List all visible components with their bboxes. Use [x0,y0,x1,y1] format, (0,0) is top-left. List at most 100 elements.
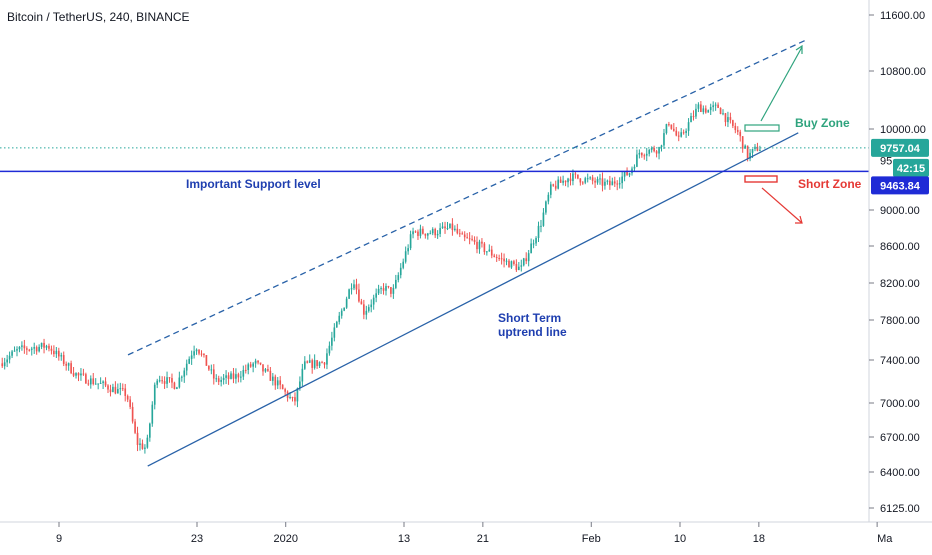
candle-body [431,228,434,234]
candle-body [259,362,262,365]
candle-body [291,397,294,399]
candle-body [613,181,616,184]
candle-body [609,180,611,186]
candle-body [601,178,604,186]
last-price-badge [871,138,929,157]
short-zone-label: Short Zone [798,177,862,191]
candle-body [195,349,198,352]
candle-body [537,225,540,239]
candle-body [104,381,107,386]
price-tick-label: 6125.00 [880,503,920,515]
candle-body [230,373,232,379]
candle-body [648,149,651,154]
candle-body [308,360,311,363]
candle-body [244,369,247,371]
candle-body [655,151,658,154]
candle-body [574,173,577,175]
last-price-badge-label: 9757.04 [880,143,921,155]
candle-body [621,176,623,184]
candle-body [161,380,163,382]
candle-body [675,130,678,136]
candle-body [124,388,127,396]
candle-body [203,353,205,356]
candle-body [611,181,614,186]
candle-body [736,130,739,132]
candle-body [434,228,437,236]
candle-body [358,289,360,302]
candle-body [252,363,254,367]
candle-body [254,360,257,364]
candle-body [188,358,191,364]
candle-body [222,377,225,381]
price-tick-label: 11600.00 [880,10,925,22]
candle-body [586,178,589,180]
candle-body [599,178,601,180]
candle-body [75,373,77,376]
candle-body [158,380,161,382]
candle-body [424,233,427,236]
candle-body [653,148,655,152]
candle-body [461,233,464,235]
candle-body [281,384,284,390]
candle-body [365,310,368,315]
candle-body [380,288,382,290]
candle-body [746,145,749,159]
candle-body [163,381,166,384]
candle-body [606,180,609,182]
candle-body [510,261,513,268]
candle-body [296,388,299,402]
candle-body [274,376,277,386]
candle-body [289,397,291,399]
candle-body [345,298,348,308]
candle-body [180,376,183,378]
candle-body [577,174,579,179]
candle-body [759,149,761,151]
candle-body [370,304,373,308]
candle-body [13,350,16,352]
uptrend-line-label: uptrend line [498,325,567,339]
candle-body [318,362,321,366]
candle-body [397,275,400,280]
candle-body [87,383,90,385]
candle-body [591,177,594,181]
time-tick-label: Ma [877,533,893,545]
candle-body [146,437,149,448]
candle-body [419,228,422,236]
candle-body [313,360,316,368]
candle-body [215,378,218,380]
candle-body [633,166,636,169]
candle-body [205,355,208,366]
candle-body [355,284,358,290]
uptrend-line-label: Short Term [498,311,561,325]
price-tick-label: 7400.00 [880,355,920,367]
candle-body [500,258,503,260]
chart-title: Bitcoin / TetherUS, 240, BINANCE [7,10,190,24]
time-axis[interactable]: 9 23 2020 13 21 Feb 10 18 Ma [56,522,893,545]
candle-body [392,287,395,294]
candle-body [478,241,481,250]
candle-body [367,307,370,311]
candle-body [316,360,318,366]
price-tick-label: 6400.00 [880,467,920,479]
candle-body [82,373,85,375]
candle-body [3,362,6,367]
candle-body [328,345,331,354]
candle-body [680,132,683,137]
candle-body [112,386,114,393]
candle-body [311,360,314,368]
candle-body [340,310,343,316]
price-axis[interactable]: 11600.00 10800.00 10000.00 9000.00 8600.00 82… [869,10,926,515]
candle-body [326,353,328,365]
candle-body [40,342,43,347]
price-tick-label: 95 [880,155,892,167]
candle-body [85,374,87,384]
candle-body [134,421,136,433]
candle-body [26,348,28,350]
candle-body [353,284,355,289]
candle-body [584,178,587,183]
candle-body [173,382,176,390]
candle-body [589,177,591,179]
